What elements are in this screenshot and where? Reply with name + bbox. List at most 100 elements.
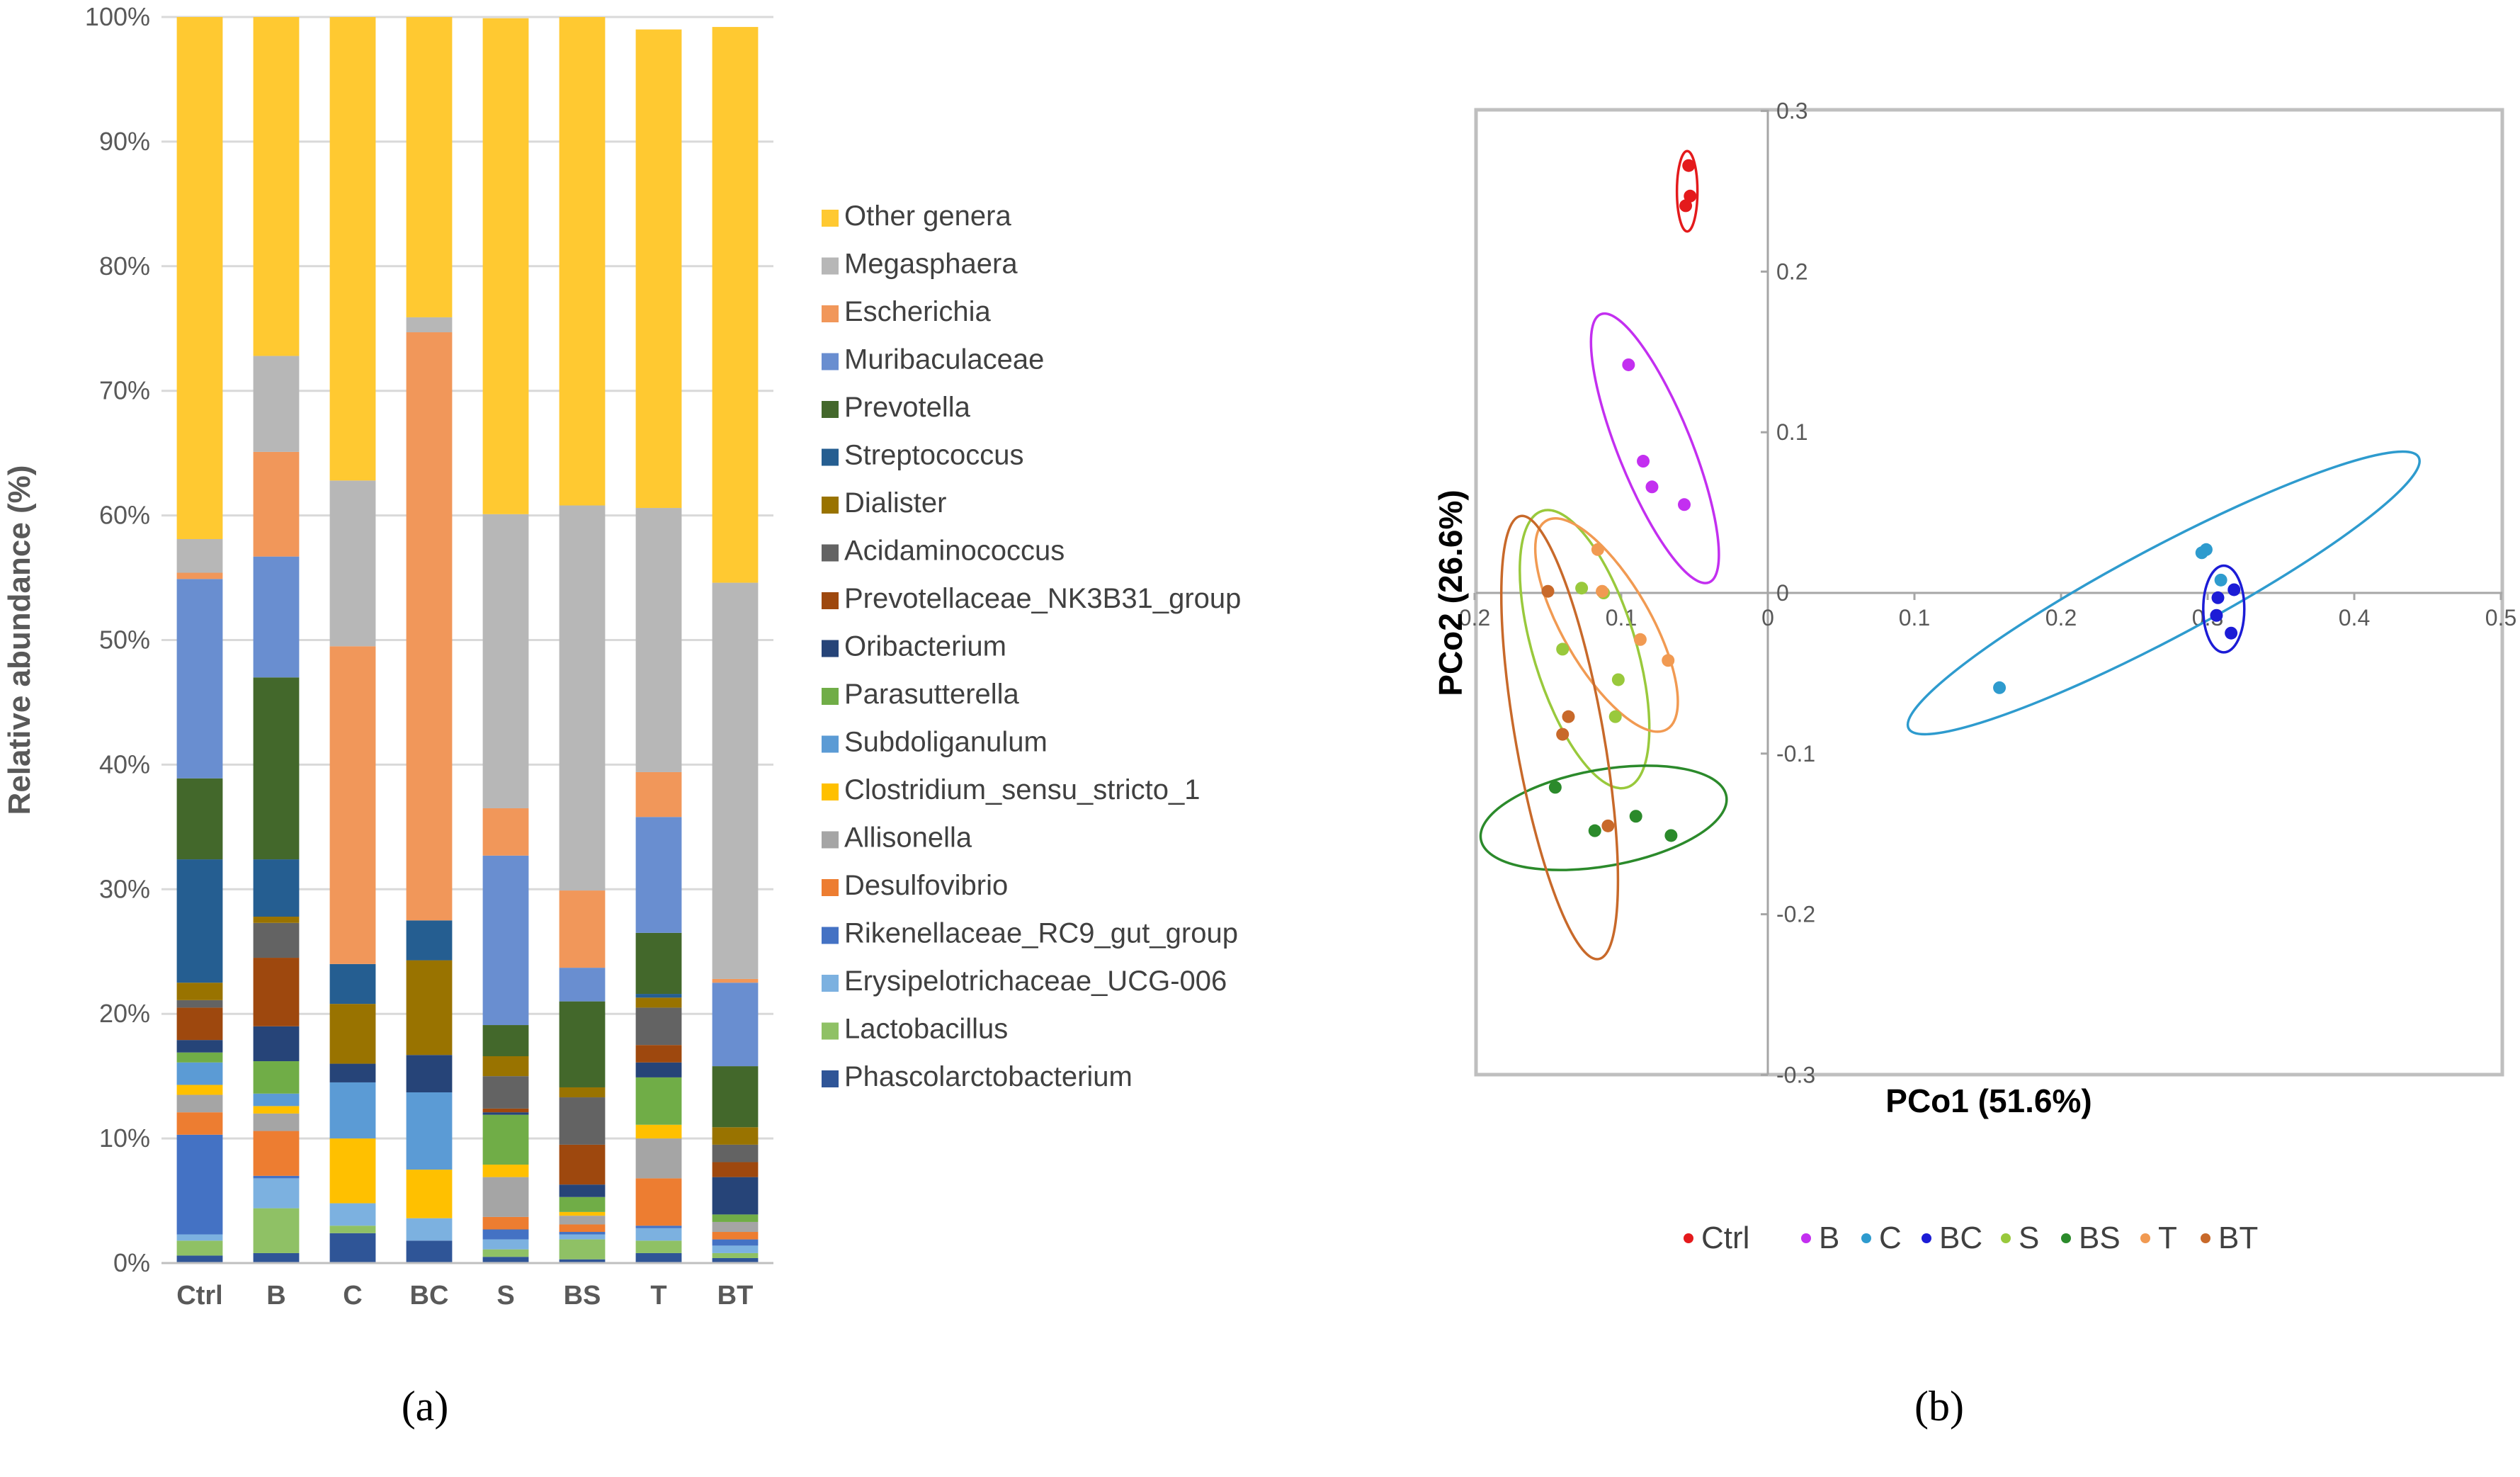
bar-segment bbox=[559, 1097, 606, 1145]
bar-segment bbox=[712, 1252, 759, 1258]
legend-marker bbox=[2201, 1233, 2210, 1243]
legend-item: BS bbox=[2061, 1221, 2121, 1255]
bar-segment bbox=[559, 1216, 606, 1225]
bar-segment bbox=[406, 920, 453, 961]
bar-segment bbox=[712, 1162, 759, 1177]
bar-segment bbox=[329, 480, 376, 647]
bar-segment bbox=[482, 1112, 529, 1115]
caption-b: (b) bbox=[1914, 1383, 1964, 1430]
legend-marker bbox=[1801, 1233, 1811, 1243]
bar-segment bbox=[559, 1232, 606, 1235]
bar-segment bbox=[635, 1124, 682, 1139]
bar-chart-legend: Other genera Megasphaera Escherichia Muriba… bbox=[822, 200, 1241, 1092]
bar-segment bbox=[559, 1001, 606, 1087]
y-tick-label: -0.1 bbox=[1776, 741, 1815, 766]
bar-segment bbox=[635, 508, 682, 772]
group-ellipse bbox=[2202, 564, 2246, 654]
legend-item: BT bbox=[2201, 1221, 2258, 1255]
legend-swatch bbox=[822, 879, 839, 896]
scatter-point bbox=[2199, 543, 2213, 556]
legend-item: Other genera bbox=[822, 200, 1011, 232]
bar-segment bbox=[712, 1245, 759, 1253]
legend-item: Oribacterium bbox=[822, 631, 1006, 662]
legend-label: Dialister bbox=[844, 487, 946, 519]
bar-segment bbox=[176, 1007, 223, 1041]
bar-segment bbox=[176, 1094, 223, 1113]
bar-segment bbox=[635, 771, 682, 817]
legend-swatch bbox=[822, 1022, 839, 1040]
bar-segment bbox=[176, 1052, 223, 1063]
legend-item: T bbox=[2140, 1221, 2177, 1255]
x-tick-label: 0 bbox=[1761, 605, 1774, 630]
scatter-point bbox=[1633, 633, 1647, 646]
scatter-point bbox=[1629, 810, 1642, 823]
legend-swatch bbox=[822, 735, 839, 753]
y-tick-label: 100% bbox=[85, 2, 150, 31]
legend-label: T bbox=[2158, 1221, 2177, 1255]
bar-segment bbox=[176, 1040, 223, 1053]
y-tick-label: 90% bbox=[99, 127, 150, 156]
bar-segment bbox=[635, 1045, 682, 1063]
group-ellipse bbox=[1675, 149, 1699, 233]
bar-segment bbox=[176, 1062, 223, 1085]
bar-segment bbox=[176, 1000, 223, 1008]
scatter-point bbox=[1596, 584, 1609, 598]
bar-segment bbox=[176, 1255, 223, 1263]
legend-item: Muribaculaceae bbox=[822, 344, 1044, 375]
legend-swatch bbox=[822, 592, 839, 609]
bar-segment bbox=[712, 1177, 759, 1215]
scatter-point bbox=[1637, 455, 1650, 468]
x-tick-label: 0.4 bbox=[2339, 605, 2370, 630]
legend-label: BT bbox=[2218, 1221, 2258, 1255]
bar-segment bbox=[176, 778, 223, 860]
bar-segment bbox=[406, 317, 453, 333]
legend-label: Streptococcus bbox=[844, 440, 1023, 471]
scatter-chart-legend: Ctrl B C BC S BS T BT bbox=[1684, 1221, 2258, 1255]
legend-item: Ctrl bbox=[1684, 1221, 1749, 1255]
bar-segment bbox=[482, 1249, 529, 1257]
scatter-point bbox=[1541, 584, 1555, 598]
legend-label: Escherichia bbox=[844, 296, 992, 327]
bar-segment bbox=[253, 1208, 300, 1253]
bar-segment bbox=[253, 1093, 300, 1107]
bar-segment bbox=[253, 677, 300, 860]
legend-item: Erysipelotrichaceae_UCG-006 bbox=[822, 966, 1227, 997]
group-ellipse bbox=[1906, 450, 2421, 736]
legend-label: Allisonella bbox=[844, 822, 972, 854]
bar-segment bbox=[253, 1175, 300, 1179]
x-tick-label: 0.2 bbox=[1459, 605, 1490, 630]
bar-segment bbox=[635, 1178, 682, 1226]
bar-segment bbox=[406, 1055, 453, 1093]
bar-segment bbox=[253, 859, 300, 917]
bar-segment bbox=[329, 963, 376, 1005]
bar-segment bbox=[482, 855, 529, 1026]
bar-segment bbox=[329, 1082, 376, 1139]
bar-segment bbox=[559, 505, 606, 891]
bar-segment bbox=[559, 1224, 606, 1233]
y-tick-label: 0.1 bbox=[1776, 419, 1807, 445]
legend-label: Lactobacillus bbox=[844, 1014, 1008, 1045]
scatter-point bbox=[2227, 583, 2241, 596]
legend-swatch bbox=[822, 831, 839, 849]
legend-swatch bbox=[822, 401, 839, 418]
legend-label: Acidaminococcus bbox=[844, 536, 1065, 567]
legend-swatch bbox=[822, 305, 839, 322]
legend-label: S bbox=[2019, 1221, 2039, 1255]
legend-label: Prevotellaceae_NK3B31_group bbox=[844, 583, 1241, 614]
bar-segment bbox=[482, 1239, 529, 1250]
legend-swatch bbox=[822, 353, 839, 370]
bar-segment bbox=[176, 579, 223, 779]
legend-item: Escherichia bbox=[822, 296, 992, 327]
legend-item: Dialister bbox=[822, 487, 946, 519]
scatter-point bbox=[1556, 643, 1570, 656]
bar-segment bbox=[253, 916, 300, 923]
legend-swatch bbox=[822, 640, 839, 657]
bar-segment bbox=[253, 958, 300, 1026]
bar-segment bbox=[482, 1025, 529, 1057]
scatter-point bbox=[1622, 358, 1635, 371]
y-axis-title: PCo2 (26.6%) bbox=[1432, 489, 1469, 696]
bar-segment bbox=[329, 1233, 376, 1263]
x-tick-label: 0.5 bbox=[2485, 605, 2516, 630]
bar-segment bbox=[329, 1004, 376, 1064]
legend-label: Phascolarctobacterium bbox=[844, 1061, 1133, 1092]
